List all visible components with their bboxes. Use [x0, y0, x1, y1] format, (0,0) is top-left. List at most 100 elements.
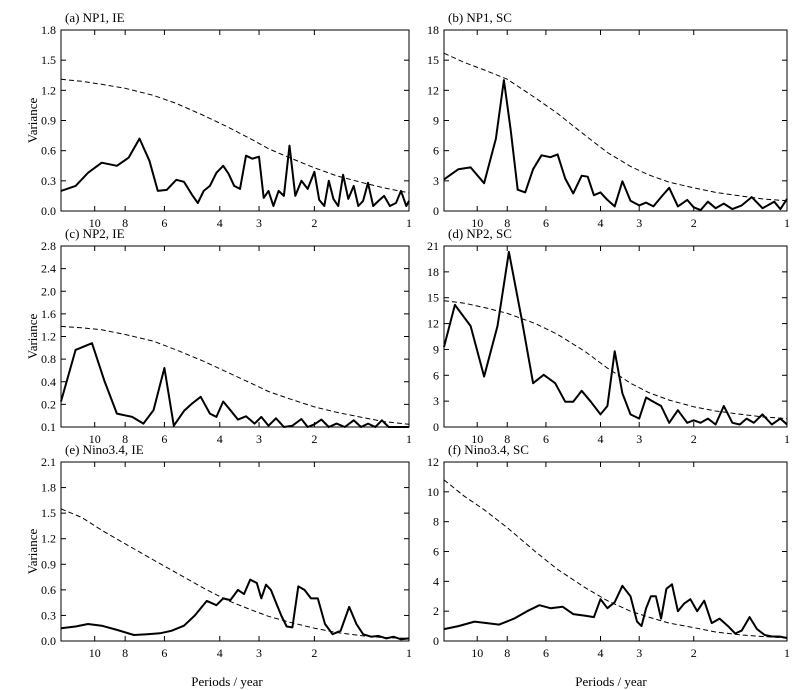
x-tick-label: 3 [256, 216, 262, 230]
x-tick-label: 3 [256, 646, 262, 660]
y-tick-label: 6 [433, 545, 439, 559]
y-tick-label: 2.8 [41, 239, 56, 253]
x-tick-label: 4 [597, 646, 603, 660]
x-tick-label: 3 [636, 216, 642, 230]
y-tick-label: 0 [433, 204, 439, 218]
y-tick-label: 15 [427, 291, 439, 305]
x-tick-label: 2 [691, 646, 697, 660]
y-tick-label: 0.1 [41, 420, 56, 434]
chart-panel-6: (f) Nino3.4, SC 0 2 4 6 8 10 12 10 8 6 4 3 2 1 [427, 442, 790, 660]
y-tick-label: 2.0 [41, 284, 56, 298]
y-tick-label: 1.8 [41, 23, 56, 37]
y-tick-label: 21 [427, 239, 439, 253]
x-tick-label: 1 [784, 646, 790, 660]
variance-spectrum-line [443, 583, 788, 639]
y-tick-label: 18 [427, 265, 439, 279]
x-tick-label: 1 [406, 216, 412, 230]
x-tick-label: 4 [597, 216, 603, 230]
panel-title: (a) NP1, IE [65, 10, 125, 25]
variance-spectrum-line [60, 578, 410, 641]
significance-dashed-line [60, 508, 410, 639]
x-tick-label: 1 [784, 432, 790, 446]
y-tick-label: 0.8 [41, 352, 56, 366]
y-tick-label: 0.6 [41, 583, 56, 597]
variance-spectrum-line [60, 137, 410, 207]
variance-spectrum-line [60, 342, 409, 428]
x-tick-label: 6 [161, 646, 167, 660]
panel-title: (d) NP2, SC [448, 226, 512, 241]
variance-spectrum-line [443, 79, 788, 212]
x-tick-label: 6 [543, 646, 549, 660]
x-tick-label: 6 [543, 216, 549, 230]
chart-panel-5: (e) Nino3.4, IE 0.0 0.3 0.6 0.9 1.2 1.5 1.8 2.1 1… [25, 442, 412, 660]
x-tick-label: 10 [89, 432, 101, 446]
x-tick-label: 8 [504, 432, 510, 446]
y-tick-label: 2.4 [41, 262, 56, 276]
y-tick-label: 3 [433, 174, 439, 188]
panels-layer: (a) NP1, IE0.00.30.60.91.21.51.810 8 6 4 3 2 1… [25, 10, 790, 660]
x-tick-label: 4 [217, 646, 223, 660]
x-tick-label: 4 [217, 432, 223, 446]
y-tick-label: 0 [433, 634, 439, 648]
y-tick-label: 0.0 [41, 634, 56, 648]
y-tick-label: 1.2 [41, 330, 56, 344]
y-tick-label: 0.2 [41, 397, 56, 411]
y-axis-label: Variance [25, 98, 40, 144]
y-axis-label: Variance [25, 314, 40, 360]
y-tick-label: 1.2 [41, 83, 56, 97]
x-tick-label: 4 [597, 432, 603, 446]
x-tick-label: 3 [636, 432, 642, 446]
panel-title: (b) NP1, SC [448, 10, 512, 25]
x-tick-label: 2 [691, 216, 697, 230]
chart-panel-1: (a) NP1, IE 0.0 0.3 0.6 0.9 1.2 1.5 1.8 10 8 6 4 3 2 1… [25, 10, 412, 230]
y-tick-label: 1.8 [41, 481, 56, 495]
y-tick-label: 1.6 [41, 307, 56, 321]
y-tick-label: 0.0 [41, 204, 56, 218]
y-tick-label: 0.4 [41, 375, 56, 389]
x-tick-label: 10 [471, 216, 483, 230]
y-tick-label: 0.9 [41, 557, 56, 571]
y-tick-label: 8 [433, 515, 439, 529]
x-tick-label: 8 [504, 646, 510, 660]
plot-frame [443, 245, 788, 428]
x-tick-label: 2 [691, 432, 697, 446]
y-tick-label: 1.5 [41, 53, 56, 67]
x-tick-label: 1 [406, 646, 412, 660]
y-axis-label: Variance [25, 529, 40, 575]
y-tick-label: 0.6 [41, 144, 56, 158]
y-tick-label: 1.2 [41, 532, 56, 546]
y-tick-label: 15 [427, 53, 439, 67]
x-tick-label: 3 [256, 432, 262, 446]
chart-panel-3: (c) NP2, IE 0.1 0.2 0.4 0.8 1.2 1.6 2.0 2.4 2.8 10… [25, 226, 412, 446]
chart-panel-2: (b) NP1, SC 0 3 6 9 12 15 18 10 8 6 4 3 2 1 [427, 10, 790, 230]
x-tick-label: 2 [311, 432, 317, 446]
y-tick-label: 0.9 [41, 114, 56, 128]
y-tick-label: 1.5 [41, 506, 56, 520]
y-tick-label: 9 [433, 342, 439, 356]
variance-spectrum-line [443, 250, 788, 426]
x-tick-label: 3 [636, 646, 642, 660]
y-tick-label: 2 [433, 604, 439, 618]
y-tick-label: 2.1 [41, 455, 56, 469]
x-tick-label: 8 [122, 432, 128, 446]
y-tick-label: 12 [427, 317, 439, 331]
x-tick-label: 10 [89, 216, 101, 230]
panel-title: (f) Nino3.4, SC [448, 442, 529, 457]
y-tick-label: 0.3 [41, 608, 56, 622]
x-tick-label: 10 [471, 646, 483, 660]
y-tick-label: 6 [433, 368, 439, 382]
y-tick-label: 6 [433, 144, 439, 158]
plot-frame [60, 461, 410, 642]
y-tick-label: 12 [427, 83, 439, 97]
x-tick-label: 1 [784, 216, 790, 230]
x-tick-label: 10 [471, 432, 483, 446]
y-tick-label: 3 [433, 394, 439, 408]
x-tick-label: 10 [89, 646, 101, 660]
significance-dashed-line [60, 78, 410, 194]
y-tick-label: 10 [427, 485, 439, 499]
significance-dashed-line [443, 479, 788, 639]
x-tick-label: 2 [311, 216, 317, 230]
